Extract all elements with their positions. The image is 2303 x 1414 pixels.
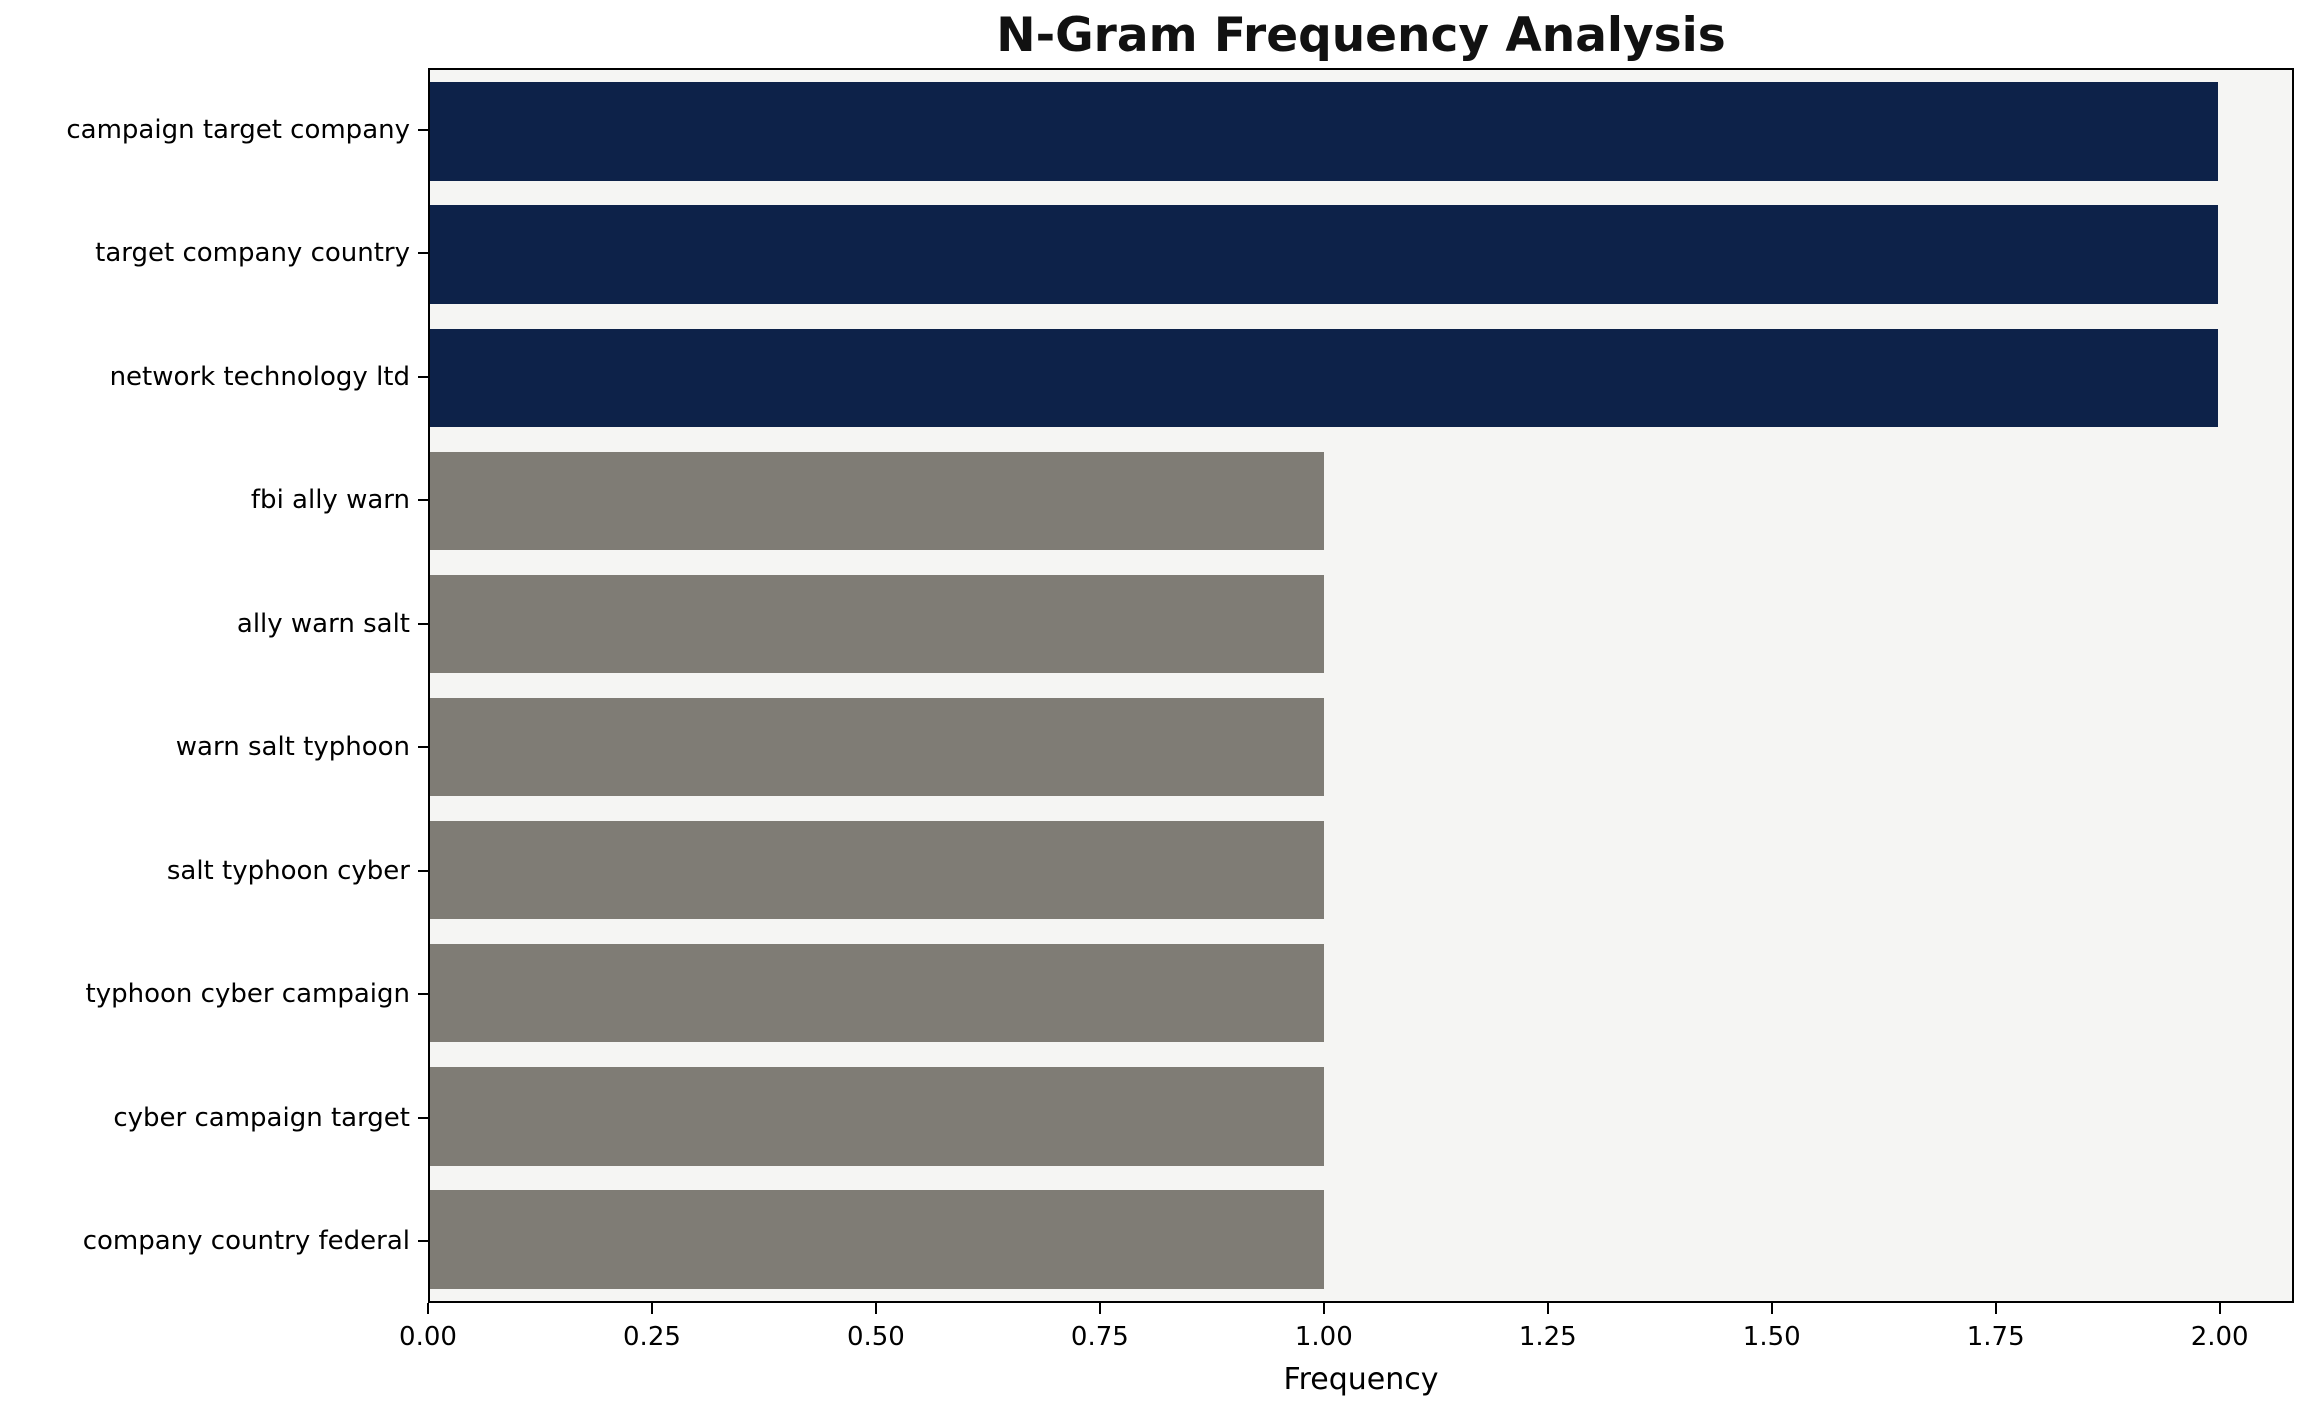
bar-company-country-federal [430, 1190, 1324, 1289]
y-tick-mark [418, 1116, 428, 1119]
bar-fbi-ally-warn [430, 451, 1324, 551]
y-tick-label: ally warn salt [236, 608, 410, 639]
x-tick-mark [427, 1303, 429, 1314]
bar-campaign-target-company [430, 82, 2218, 181]
bar-typhoon-cyber-campaign [430, 944, 1324, 1043]
plot-area [428, 68, 2294, 1303]
y-tick-label: cyber campaign target [113, 1102, 410, 1133]
chart-title: N-Gram Frequency Analysis [996, 8, 1726, 63]
bar-warn-salt-typhoon [430, 697, 1324, 797]
x-tick-mark [1098, 1303, 1101, 1314]
x-tick-label: 1.25 [1518, 1322, 1577, 1352]
x-axis-label: Frequency [1283, 1362, 1439, 1397]
y-tick-label: campaign target company [66, 114, 410, 145]
bar-target-company-country [430, 205, 2218, 304]
x-tick-label: 2.00 [2190, 1322, 2249, 1352]
bar-ally-warn-salt [430, 574, 1324, 674]
y-tick-label: salt typhoon cyber [166, 855, 410, 886]
y-tick-label: company country federal [82, 1226, 410, 1257]
y-tick-label: fbi ally warn [250, 485, 410, 516]
x-tick-mark [874, 1303, 877, 1314]
y-axis-tick-labels: campaign target company target company co… [0, 68, 410, 1303]
x-tick-mark [650, 1303, 653, 1314]
x-tick-label: 1.75 [1966, 1322, 2025, 1352]
y-tick-mark [418, 993, 428, 996]
y-tick-mark [418, 622, 428, 625]
y-tick-mark [418, 499, 428, 502]
x-tick-label: 0.00 [399, 1322, 457, 1352]
y-tick-mark [418, 375, 428, 378]
x-tick-mark [1994, 1303, 1997, 1314]
y-tick-mark [418, 252, 428, 255]
y-tick-label: network technology ltd [109, 361, 410, 392]
x-tick-label: 1.50 [1742, 1322, 1801, 1352]
x-tick-label: 0.25 [623, 1322, 681, 1352]
y-tick-label: warn salt typhoon [175, 732, 410, 763]
bar-salt-typhoon-cyber [430, 820, 1324, 920]
x-tick-mark [2218, 1303, 2221, 1314]
x-tick-mark [1770, 1303, 1773, 1314]
x-tick-label: 0.75 [1070, 1322, 1129, 1352]
x-tick-mark [1322, 1303, 1325, 1314]
x-tick-label: 0.50 [846, 1322, 905, 1352]
y-tick-label: target company country [95, 238, 410, 269]
y-tick-mark [418, 1240, 428, 1243]
y-tick-label: typhoon cyber campaign [85, 979, 410, 1010]
y-tick-mark [418, 746, 428, 749]
y-tick-mark [418, 869, 428, 872]
bar-network-technology-ltd [430, 328, 2218, 427]
x-tick-label: 1.00 [1294, 1322, 1353, 1352]
x-tick-mark [1546, 1303, 1549, 1314]
y-tick-mark [418, 128, 428, 131]
bar-cyber-campaign-target [430, 1067, 1324, 1166]
